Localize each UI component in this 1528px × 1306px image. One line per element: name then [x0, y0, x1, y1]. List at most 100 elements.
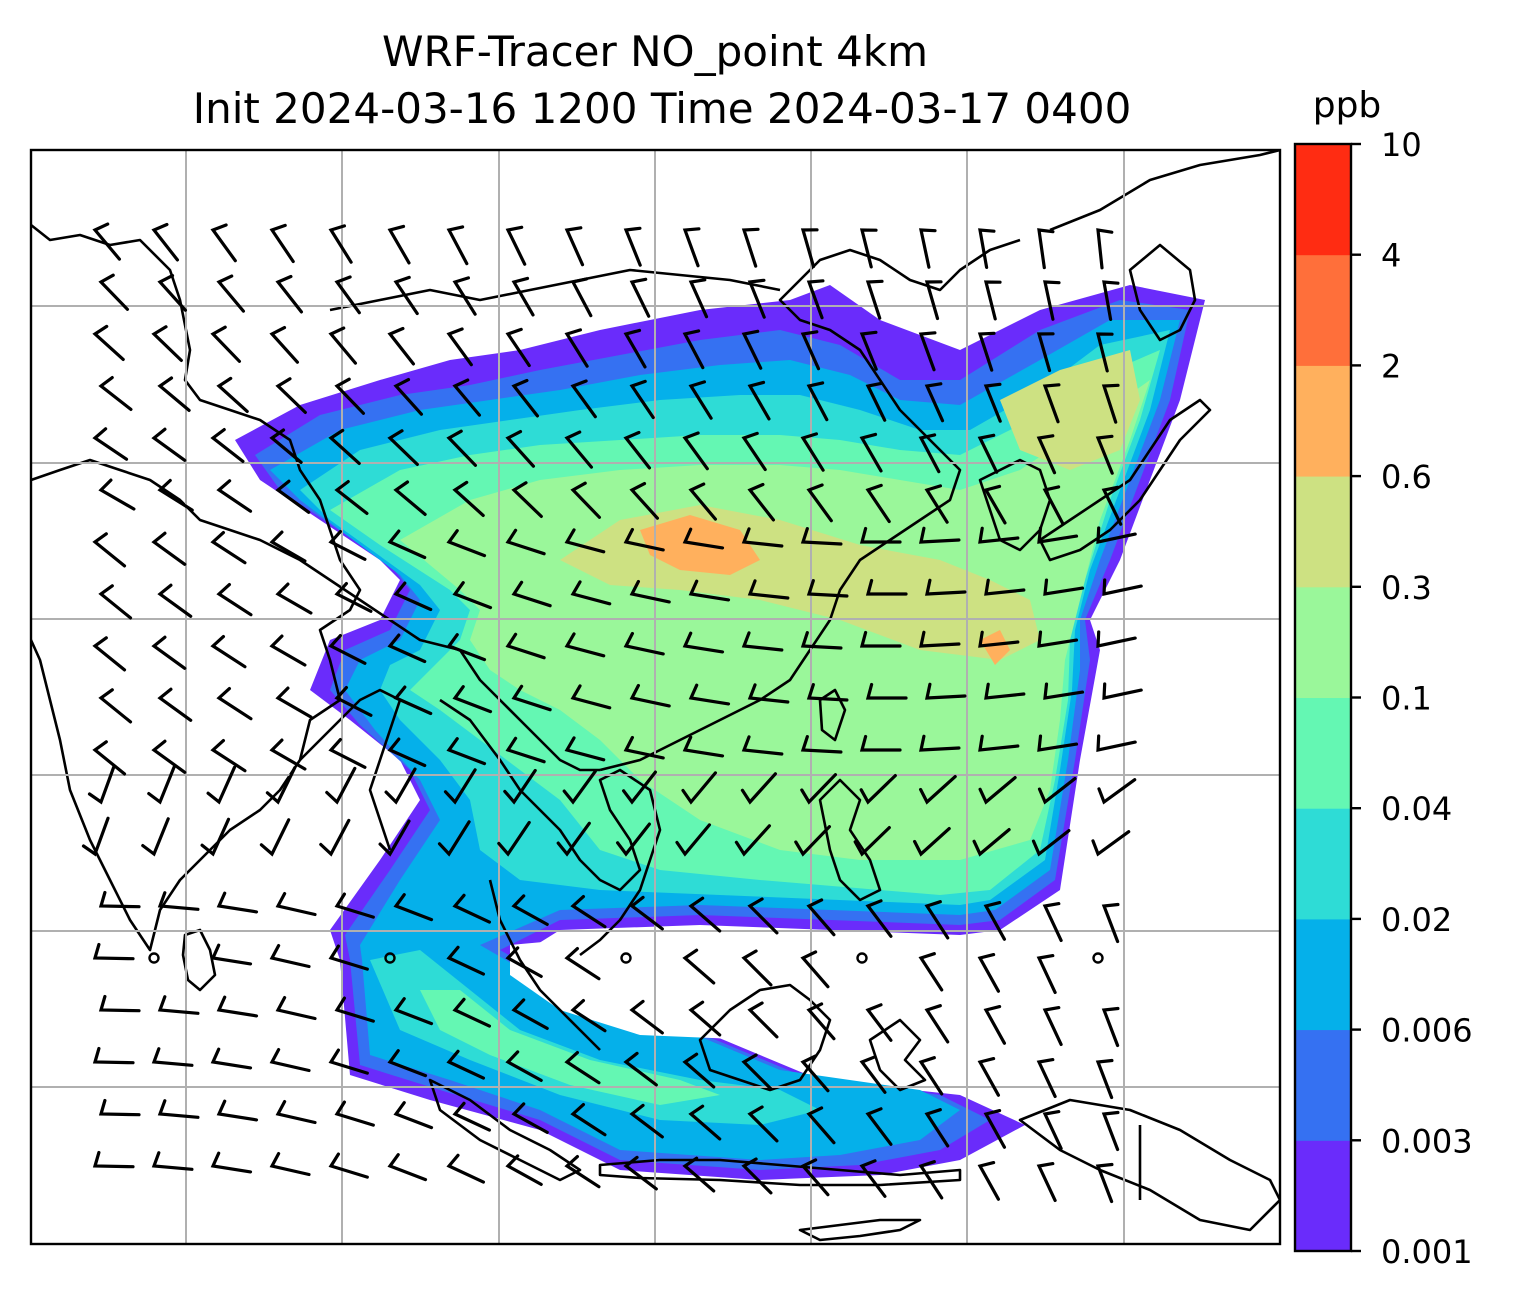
wind-barb: [1037, 526, 1079, 544]
wind-barb: [741, 527, 784, 548]
wind-barb: [216, 583, 253, 617]
wind-barb: [275, 582, 313, 615]
wind-barb: [151, 739, 187, 774]
wind-barb: [794, 825, 831, 857]
colorbar-segment: [1295, 1029, 1351, 1141]
wind-barb: [393, 997, 434, 1026]
wind-barb: [452, 1101, 491, 1132]
wind-barb: [216, 687, 253, 721]
wind-barb: [623, 527, 665, 552]
wind-barb: [387, 529, 427, 560]
wind-barb: [216, 1099, 259, 1122]
wind-barb: [1091, 830, 1131, 857]
wind-barb: [393, 893, 434, 922]
wind-barb: [1036, 954, 1057, 994]
wind-barb: [977, 1057, 1000, 1097]
wind-barb: [983, 901, 1006, 941]
wind-barb: [334, 377, 365, 415]
wind-barb: [1037, 630, 1079, 648]
wind-barb: [1096, 630, 1137, 648]
calm-wind-circle: [1092, 952, 1104, 964]
wind-barb: [387, 1153, 428, 1182]
wind-barb: [1042, 1006, 1063, 1046]
calm-wind-circle: [620, 952, 632, 964]
wind-barb: [452, 685, 493, 714]
wind-barb: [92, 532, 127, 568]
wind-barb: [629, 277, 651, 318]
wind-barb: [328, 428, 361, 465]
map-panel: [29, 148, 1282, 1246]
colorbar-tick-label: 4: [1381, 237, 1401, 275]
wind-barb: [853, 826, 891, 857]
wind-barb: [387, 633, 427, 664]
wind-barb: [334, 275, 361, 315]
wind-barb: [675, 823, 711, 857]
colorbar-segment: [1295, 476, 1351, 588]
wind-barb: [682, 948, 716, 985]
wind-barb: [747, 1105, 779, 1143]
wind-barb: [800, 735, 843, 754]
colorbar-unit: ppb: [1313, 85, 1382, 126]
wind-barb: [446, 327, 473, 367]
wind-barb: [978, 630, 1020, 648]
wind-barb: [328, 530, 367, 561]
wind-barb: [210, 325, 241, 363]
wind-barb: [275, 996, 317, 1021]
wind-barb: [564, 528, 606, 554]
wind-barb: [275, 479, 311, 514]
wind-barb: [682, 735, 725, 758]
wind-barb: [562, 769, 597, 805]
wind-barb: [269, 1152, 311, 1177]
wind-barb: [1037, 777, 1077, 805]
wind-barb: [92, 324, 125, 361]
wind-barb: [216, 479, 253, 513]
wind-barb: [92, 942, 135, 961]
wind-barb: [505, 528, 546, 556]
wind-barb: [452, 276, 477, 316]
wind-barb: [564, 226, 585, 267]
wind-barb: [210, 223, 237, 263]
coast-taiwan: [818, 688, 847, 742]
wind-barb: [505, 632, 546, 660]
wind-barb: [972, 828, 1011, 857]
wind-barb: [387, 224, 411, 265]
wind-barb: [511, 481, 543, 518]
wind-barb: [682, 527, 725, 550]
wind-barb: [446, 737, 487, 766]
wind-barb: [865, 578, 908, 596]
wind-barb: [741, 227, 760, 268]
wind-barb: [977, 953, 1000, 993]
wind-barb: [1101, 1110, 1120, 1152]
wind-barb: [983, 1109, 1006, 1149]
wind-barb: [924, 1108, 950, 1148]
wind-barb: [623, 430, 651, 470]
wind-barb: [265, 766, 297, 805]
wind-barb: [81, 816, 110, 857]
coast-china-west: [458, 649, 600, 772]
wind-barb: [151, 635, 187, 670]
coast-india: [31, 223, 362, 952]
wind-barb: [157, 995, 200, 1015]
coast-china-south: [599, 238, 1021, 772]
wind-barb: [1101, 902, 1120, 944]
wind-barb: [747, 897, 779, 935]
wind-barb: [918, 1056, 944, 1096]
wind-barb: [747, 380, 771, 421]
title-line-1: WRF-Tracer NO_point 4km: [382, 27, 928, 76]
wind-barb: [918, 1160, 944, 1200]
wind-barb: [865, 279, 884, 320]
wind-barb: [556, 821, 591, 857]
wind-barb: [622, 770, 657, 805]
wind-barb: [1101, 485, 1123, 526]
wind-barb: [325, 766, 357, 805]
wind-barb: [511, 1102, 549, 1134]
wind-barb: [275, 274, 303, 314]
wind-barb: [1037, 734, 1079, 752]
wind-barb: [1095, 1058, 1114, 1100]
wind-barb: [859, 774, 897, 805]
wind-barb: [1042, 1110, 1063, 1150]
wind-barb: [682, 1052, 716, 1089]
wind-barb: [806, 898, 836, 937]
wind-barb: [800, 1158, 830, 1197]
wind-barb: [328, 738, 367, 769]
